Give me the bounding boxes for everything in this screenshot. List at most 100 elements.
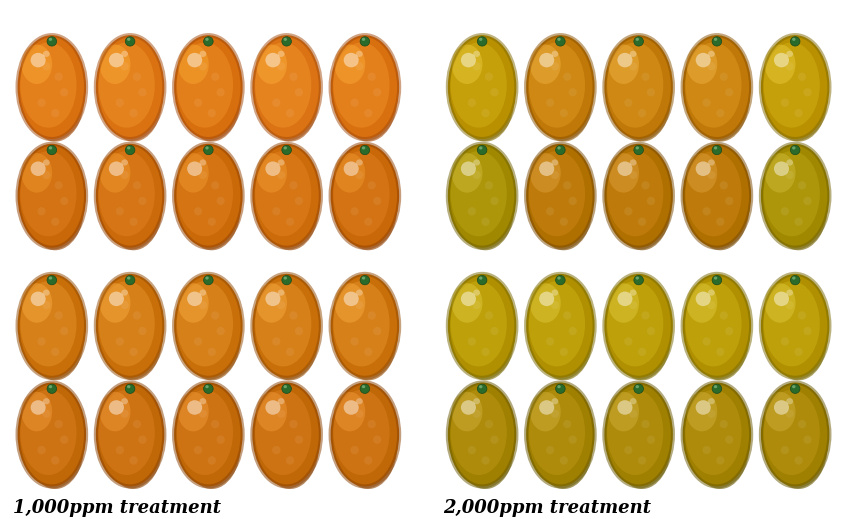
Ellipse shape (526, 274, 595, 378)
Ellipse shape (790, 37, 800, 46)
Ellipse shape (629, 301, 637, 309)
Ellipse shape (272, 99, 280, 107)
Ellipse shape (43, 398, 50, 404)
Ellipse shape (707, 301, 716, 309)
Ellipse shape (490, 327, 499, 335)
Ellipse shape (42, 301, 51, 309)
Ellipse shape (261, 292, 319, 380)
Ellipse shape (255, 390, 312, 475)
Ellipse shape (725, 197, 734, 205)
Ellipse shape (551, 51, 558, 57)
Ellipse shape (272, 337, 280, 346)
Ellipse shape (635, 385, 639, 388)
Ellipse shape (468, 337, 476, 346)
Ellipse shape (256, 392, 287, 431)
Ellipse shape (47, 145, 57, 155)
Ellipse shape (42, 409, 51, 418)
Ellipse shape (781, 207, 789, 215)
Ellipse shape (109, 292, 124, 306)
Ellipse shape (638, 348, 646, 356)
Ellipse shape (479, 38, 483, 41)
Ellipse shape (138, 327, 147, 335)
Ellipse shape (109, 161, 124, 176)
Ellipse shape (714, 146, 717, 149)
Ellipse shape (178, 45, 208, 84)
Ellipse shape (290, 420, 297, 428)
Ellipse shape (217, 327, 224, 335)
Ellipse shape (295, 197, 303, 205)
Ellipse shape (708, 51, 715, 57)
Ellipse shape (629, 398, 637, 404)
Ellipse shape (765, 283, 795, 323)
Ellipse shape (199, 301, 207, 309)
Ellipse shape (368, 311, 376, 320)
Ellipse shape (634, 384, 644, 393)
Ellipse shape (804, 327, 811, 335)
Ellipse shape (364, 348, 373, 356)
Ellipse shape (764, 43, 820, 128)
Ellipse shape (43, 290, 50, 296)
Ellipse shape (37, 337, 46, 346)
Ellipse shape (217, 435, 224, 444)
Ellipse shape (624, 207, 633, 215)
Ellipse shape (546, 207, 554, 215)
Ellipse shape (479, 146, 483, 149)
Ellipse shape (360, 37, 369, 46)
Ellipse shape (51, 109, 59, 117)
Ellipse shape (60, 327, 69, 335)
Ellipse shape (37, 99, 46, 107)
Ellipse shape (96, 274, 164, 378)
Ellipse shape (199, 159, 207, 166)
Ellipse shape (217, 197, 224, 205)
Ellipse shape (125, 276, 135, 285)
Ellipse shape (617, 400, 633, 415)
Ellipse shape (104, 162, 163, 250)
Ellipse shape (252, 144, 321, 248)
Ellipse shape (481, 456, 490, 465)
Ellipse shape (120, 301, 129, 309)
Ellipse shape (362, 277, 365, 280)
Ellipse shape (178, 153, 208, 193)
Ellipse shape (47, 276, 57, 285)
Ellipse shape (282, 145, 291, 155)
Ellipse shape (634, 37, 644, 46)
Ellipse shape (638, 456, 646, 465)
Ellipse shape (691, 162, 750, 250)
Ellipse shape (282, 37, 291, 46)
Ellipse shape (629, 409, 637, 418)
Ellipse shape (551, 159, 558, 166)
Ellipse shape (629, 51, 637, 57)
Ellipse shape (478, 37, 487, 46)
Ellipse shape (43, 51, 50, 57)
Ellipse shape (617, 53, 633, 67)
Ellipse shape (781, 446, 789, 454)
Ellipse shape (560, 109, 567, 117)
Ellipse shape (457, 162, 515, 250)
Ellipse shape (712, 37, 722, 46)
Ellipse shape (685, 151, 742, 236)
Ellipse shape (635, 277, 639, 280)
Ellipse shape (37, 207, 46, 215)
Ellipse shape (265, 292, 280, 306)
Ellipse shape (203, 276, 213, 285)
Ellipse shape (484, 73, 493, 81)
Ellipse shape (557, 277, 561, 280)
Ellipse shape (49, 38, 53, 41)
Ellipse shape (355, 171, 363, 179)
Ellipse shape (252, 274, 321, 378)
Ellipse shape (125, 384, 135, 393)
Ellipse shape (290, 181, 297, 189)
Ellipse shape (613, 401, 671, 489)
Ellipse shape (54, 311, 63, 320)
Ellipse shape (647, 197, 655, 205)
Ellipse shape (608, 283, 639, 323)
Ellipse shape (127, 277, 130, 280)
Ellipse shape (368, 420, 376, 428)
Ellipse shape (26, 53, 85, 142)
Ellipse shape (563, 420, 572, 428)
Ellipse shape (177, 390, 233, 475)
Ellipse shape (761, 35, 829, 139)
Ellipse shape (478, 276, 487, 285)
Ellipse shape (18, 35, 86, 139)
Ellipse shape (187, 292, 202, 306)
